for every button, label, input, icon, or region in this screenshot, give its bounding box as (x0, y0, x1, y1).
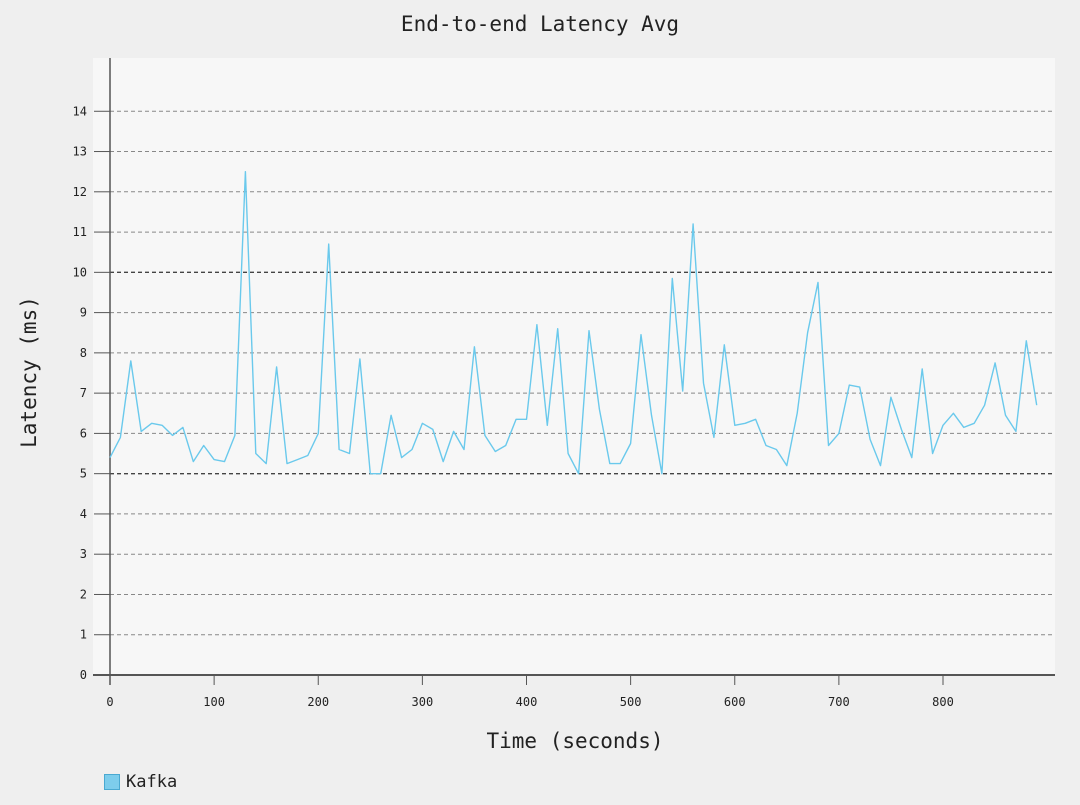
y-tick-label-7: 7 (80, 386, 87, 400)
legend: Kafka (104, 772, 177, 792)
x-tick-label-600: 600 (724, 695, 746, 709)
y-tick-label-5: 5 (80, 467, 87, 481)
x-tick-label-300: 300 (412, 695, 434, 709)
x-tick-label-800: 800 (932, 695, 954, 709)
y-tick-label-1: 1 (80, 628, 87, 642)
x-axis-title: Time (seconds) (486, 729, 663, 753)
legend-swatch (104, 774, 120, 790)
y-axis-title: Latency (ms) (17, 296, 41, 448)
y-tick-label-4: 4 (80, 507, 87, 521)
legend-label-kafka: Kafka (126, 772, 178, 792)
y-tick-label-11: 11 (73, 225, 87, 239)
axes (93, 58, 1055, 685)
series-line-kafka (109, 170, 1038, 475)
chart-title: End-to-end Latency Avg (401, 12, 679, 36)
y-tick-label-0: 0 (80, 668, 87, 682)
x-tick-label-700: 700 (828, 695, 850, 709)
y-tick-label-9: 9 (80, 306, 87, 320)
y-tick-label-2: 2 (80, 587, 87, 601)
y-tick-label-14: 14 (73, 104, 87, 118)
y-tick-label-8: 8 (80, 346, 87, 360)
x-tick-label-500: 500 (620, 695, 642, 709)
y-tick-label-3: 3 (80, 547, 87, 561)
x-tick-label-0: 0 (106, 695, 113, 709)
y-tick-label-13: 13 (73, 145, 87, 159)
gridlines (110, 110, 1055, 636)
x-tick-label-100: 100 (203, 695, 225, 709)
x-tick-label-200: 200 (307, 695, 329, 709)
plot-area (93, 58, 1055, 675)
x-tick-label-400: 400 (516, 695, 538, 709)
y-tick-label-10: 10 (73, 265, 87, 279)
series-lines (109, 170, 1038, 475)
y-tick-label-12: 12 (73, 185, 87, 199)
y-tick-label-6: 6 (80, 426, 87, 440)
